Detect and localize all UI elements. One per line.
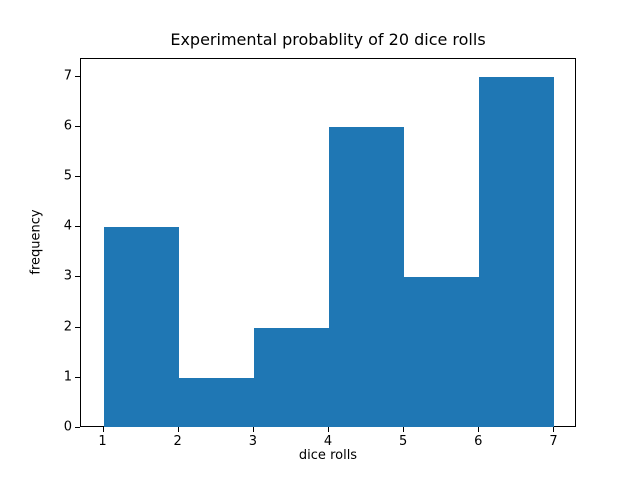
- y-tick-mark: [75, 427, 80, 428]
- x-tick-label: 6: [474, 434, 483, 449]
- y-tick-mark: [75, 75, 80, 77]
- x-tick-mark: [102, 427, 104, 432]
- x-tick-label: 5: [399, 434, 408, 449]
- histogram-bar: [404, 277, 480, 427]
- y-tick-label: 6: [63, 118, 72, 134]
- x-axis-label: dice rolls: [298, 448, 358, 463]
- y-tick-label: 2: [63, 319, 72, 335]
- y-tick-label: 4: [63, 218, 72, 234]
- x-tick-label: 3: [248, 434, 257, 449]
- y-tick-mark: [75, 376, 80, 378]
- x-tick-mark: [328, 427, 329, 432]
- y-tick-label: 0: [63, 419, 72, 435]
- x-tick-label: 7: [549, 434, 558, 449]
- y-tick-label: 3: [63, 268, 72, 284]
- y-tick-label: 7: [63, 68, 72, 84]
- y-axis-label: frequency: [28, 209, 44, 275]
- histogram-bar: [178, 377, 254, 427]
- y-tick-label: 1: [63, 369, 72, 385]
- histogram-bar: [103, 227, 179, 427]
- plot-area: [80, 58, 576, 427]
- x-tick-label: 4: [323, 434, 333, 449]
- x-tick-mark: [478, 427, 480, 432]
- x-tick-mark: [553, 427, 555, 432]
- y-tick-mark: [75, 276, 80, 278]
- y-tick-mark: [75, 326, 80, 328]
- x-tick-label: 2: [173, 434, 182, 449]
- x-tick-mark: [252, 427, 254, 432]
- y-tick-label: 5: [63, 168, 72, 184]
- chart-title: Experimental probablity of 20 dice rolls: [170, 30, 486, 49]
- x-tick-label: 1: [98, 434, 107, 449]
- histogram-bar: [329, 126, 405, 427]
- histogram-bar: [479, 76, 555, 427]
- y-tick-mark: [75, 226, 80, 228]
- x-tick-mark: [403, 427, 405, 432]
- y-tick-mark: [75, 175, 80, 177]
- x-tick-mark: [177, 427, 179, 432]
- y-tick-mark: [75, 125, 80, 127]
- histogram-bar: [253, 327, 329, 427]
